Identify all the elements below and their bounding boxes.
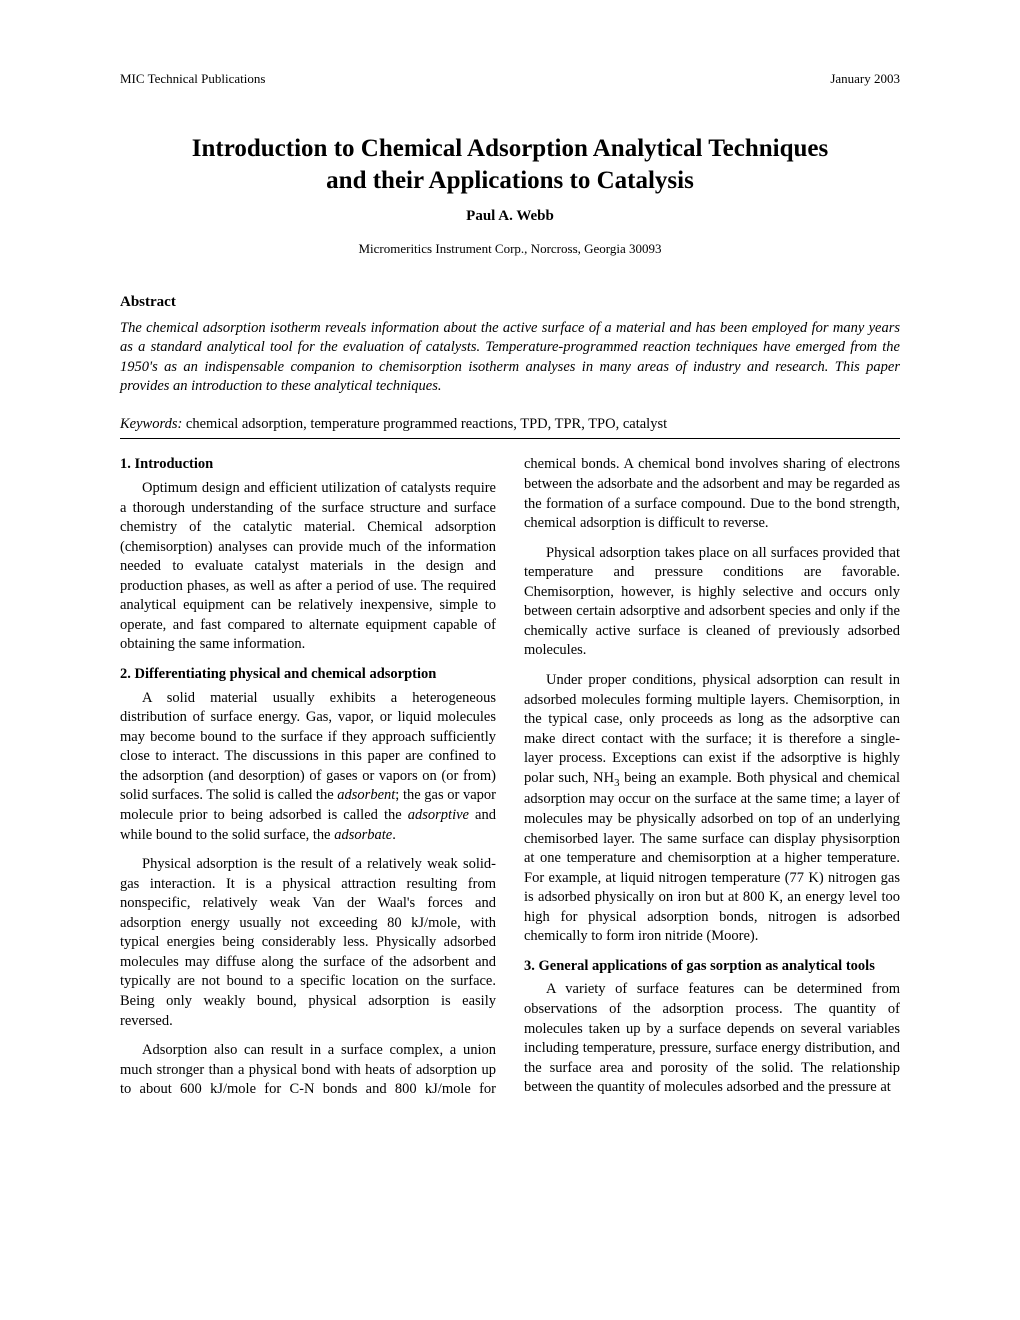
term-adsorptive: adsorptive xyxy=(408,807,469,823)
body-columns: 1. Introduction Optimum design and effic… xyxy=(120,455,900,1099)
section-2-para-5: Under proper conditions, physical adsorp… xyxy=(524,671,900,947)
title-line-2: and their Applications to Catalysis xyxy=(326,167,694,194)
section-2-para-4: Physical adsorption takes place on all s… xyxy=(524,544,900,661)
term-adsorbate: adsorbate xyxy=(334,827,392,843)
keywords-text: chemical adsorption, temperature program… xyxy=(182,416,667,432)
section-2-para-1: A solid material usually exhibits a hete… xyxy=(120,689,496,846)
abstract-text: The chemical adsorption isotherm reveals… xyxy=(120,319,900,397)
header-left: MIC Technical Publications xyxy=(120,70,265,88)
affiliation: Micromeritics Instrument Corp., Norcross… xyxy=(120,240,900,258)
section-3-para-1: A variety of surface features can be det… xyxy=(524,980,900,1097)
keywords-label: Keywords: xyxy=(120,416,182,432)
section-3-heading: 3. General applications of gas sorption … xyxy=(524,957,900,977)
running-header: MIC Technical Publications January 2003 xyxy=(120,70,900,88)
header-right: January 2003 xyxy=(830,70,900,88)
keywords: Keywords: chemical adsorption, temperatu… xyxy=(120,415,900,435)
abstract-heading: Abstract xyxy=(120,292,900,312)
section-1-para-1: Optimum design and efficient utilization… xyxy=(120,479,496,655)
title-line-1: Introduction to Chemical Adsorption Anal… xyxy=(192,135,828,162)
text-fragment: being an example. Both physical and chem… xyxy=(524,770,900,945)
section-1-heading: 1. Introduction xyxy=(120,455,496,475)
divider xyxy=(120,438,900,439)
text-fragment: Under proper conditions, physical adsorp… xyxy=(524,672,900,786)
section-2-para-2: Physical adsorption is the result of a r… xyxy=(120,855,496,1031)
page-title: Introduction to Chemical Adsorption Anal… xyxy=(120,133,900,198)
author: Paul A. Webb xyxy=(120,206,900,226)
text-fragment: . xyxy=(392,827,396,843)
section-2-heading: 2. Differentiating physical and chemical… xyxy=(120,665,496,685)
term-adsorbent: adsorbent xyxy=(337,787,395,803)
